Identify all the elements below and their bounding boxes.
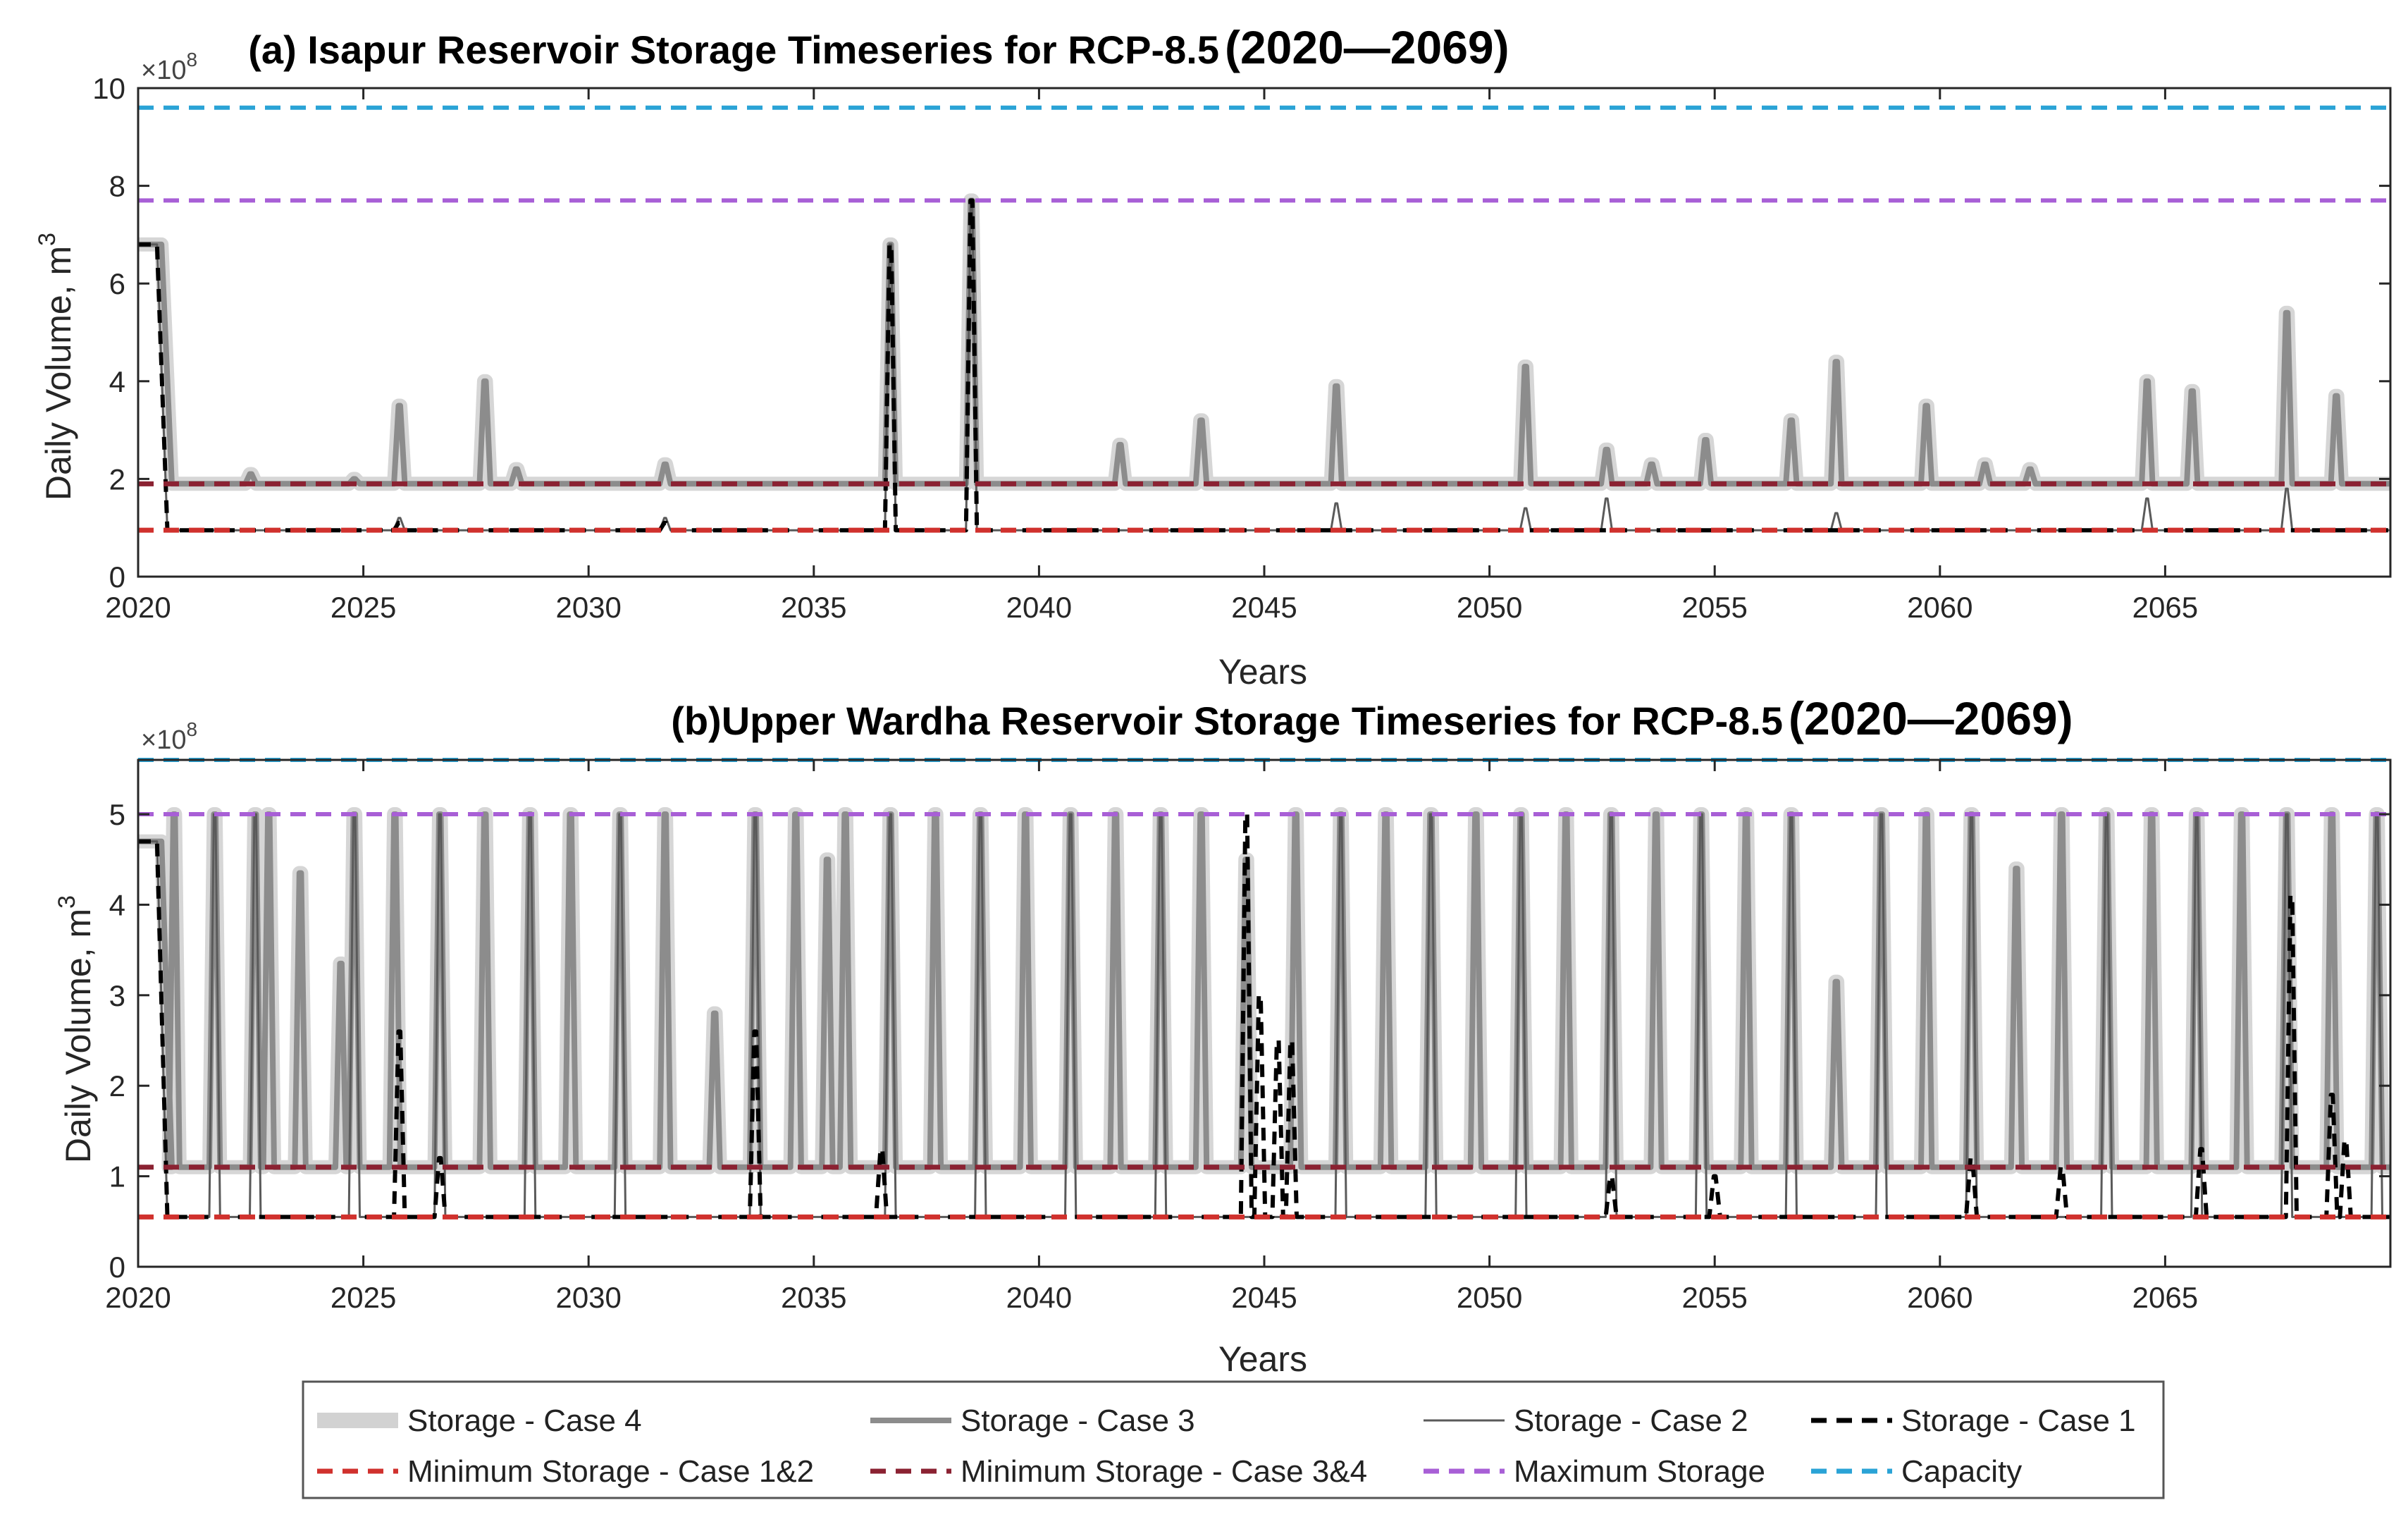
legend-item-capacity: Capacity <box>1811 1454 2022 1489</box>
panel-a-multiplier: ×108 <box>141 49 197 85</box>
panel-b: (b)Upper Wardha Reservoir Storage Timese… <box>54 692 2392 1379</box>
panel-a-xtick-label: 2035 <box>781 591 846 624</box>
panel-a-ytick-label: 2 <box>109 462 125 496</box>
panel-a-xtick-label: 2030 <box>555 591 621 624</box>
legend-item-case3: Storage - Case 3 <box>870 1404 1195 1438</box>
legend-label-case3: Storage - Case 3 <box>961 1404 1195 1438</box>
panel-b-xtick-label: 2045 <box>1231 1281 1297 1314</box>
panel-b-series-case1 <box>138 812 2390 1220</box>
panel-a-title-years: (2020—2069) <box>1225 21 1509 73</box>
panel-b-xtick-label: 2060 <box>1907 1281 1972 1314</box>
panel-b-ytick-label: 0 <box>109 1251 125 1284</box>
panel-a-ylabel: Daily Volume, m3 <box>34 233 78 500</box>
legend: Storage - Case 4 Storage - Case 3 Storage … <box>302 1380 2165 1499</box>
panel-a-xtick-label: 2050 <box>1457 591 1522 624</box>
panel-a-ytick-label: 0 <box>109 560 125 594</box>
legend-item-max: Maximum Storage <box>1424 1454 1765 1489</box>
legend-box <box>302 1380 2165 1499</box>
panel-a: (a) Isapur Reservoir Storage Timeseries … <box>34 21 2392 692</box>
panel-a-xtick-label: 2045 <box>1231 591 1297 624</box>
legend-label-capacity: Capacity <box>1901 1454 2022 1489</box>
panel-a-ytick-label: 8 <box>109 170 125 203</box>
legend-item-case4: Storage - Case 4 <box>317 1404 642 1438</box>
panel-b-xtick-label: 2030 <box>555 1281 621 1314</box>
legend-item-min12: Minimum Storage - Case 1&2 <box>317 1454 814 1489</box>
panel-b-xlabel: Years <box>1218 1339 1307 1379</box>
legend-item-case2: Storage - Case 2 <box>1424 1404 1748 1438</box>
legend-label-case1: Storage - Case 1 <box>1901 1404 2136 1438</box>
panel-a-plot: 2020 2025 2030 2035 2040 2045 2050 2055 2060 2065… <box>92 72 2392 624</box>
panel-b-xtick-label: 2025 <box>331 1281 396 1314</box>
panel-a-series-case3 <box>138 197 2390 487</box>
panel-b-multiplier: ×108 <box>141 718 197 755</box>
legend-label-min12: Minimum Storage - Case 1&2 <box>407 1454 814 1489</box>
panel-b-xtick-label: 2050 <box>1457 1281 1522 1314</box>
panel-a-ytick-label: 10 <box>92 72 125 105</box>
legend-label-min34: Minimum Storage - Case 3&4 <box>961 1454 1367 1489</box>
panel-b-xtick-label: 2065 <box>2132 1281 2198 1314</box>
legend-label-max: Maximum Storage <box>1514 1454 1765 1489</box>
panel-b-ytick-label: 4 <box>109 888 125 921</box>
panel-a-xtick-label: 2065 <box>2132 591 2198 624</box>
panel-a-xlabel: Years <box>1218 652 1307 692</box>
panel-b-ytick-label: 2 <box>109 1069 125 1103</box>
panel-a-xtick-label: 2020 <box>105 591 171 624</box>
panel-b-ylabel: Daily Volume, m3 <box>54 895 98 1163</box>
panel-b-xtick-label: 2055 <box>1681 1281 1747 1314</box>
panel-a-ytick-label: 6 <box>109 267 125 300</box>
panel-a-xtick-label: 2025 <box>331 591 396 624</box>
panel-b-ytick-label: 3 <box>109 979 125 1012</box>
panel-a-title: (a) Isapur Reservoir Storage Timeseries … <box>248 27 1219 72</box>
legend-item-min34: Minimum Storage - Case 3&4 <box>870 1454 1367 1489</box>
panel-b-xtick-label: 2020 <box>105 1281 171 1314</box>
panel-b-title: (b)Upper Wardha Reservoir Storage Timese… <box>671 699 1783 743</box>
legend-label-case2: Storage - Case 2 <box>1514 1404 1748 1438</box>
panel-a-xtick-label: 2055 <box>1681 591 1747 624</box>
panel-b-series-case2 <box>138 813 2390 1218</box>
panel-b-ytick-label: 5 <box>109 798 125 831</box>
panel-b-ytick-label: 1 <box>109 1160 125 1193</box>
panel-a-xtick-label: 2060 <box>1907 591 1972 624</box>
panel-b-title-years: (2020—2069) <box>1789 692 2073 744</box>
panel-a-plot-area <box>138 88 2390 577</box>
panel-b-plot: 2020 2025 2030 2035 2040 2045 2050 2055 2060 2065… <box>105 758 2392 1314</box>
panel-b-xtick-label: 2040 <box>1006 1281 1072 1314</box>
panel-a-xtick-label: 2040 <box>1006 591 1072 624</box>
panel-b-xtick-label: 2035 <box>781 1281 846 1314</box>
panel-a-ytick-label: 4 <box>109 365 125 398</box>
legend-label-case4: Storage - Case 4 <box>407 1404 642 1438</box>
legend-item-case1: Storage - Case 1 <box>1811 1404 2136 1438</box>
